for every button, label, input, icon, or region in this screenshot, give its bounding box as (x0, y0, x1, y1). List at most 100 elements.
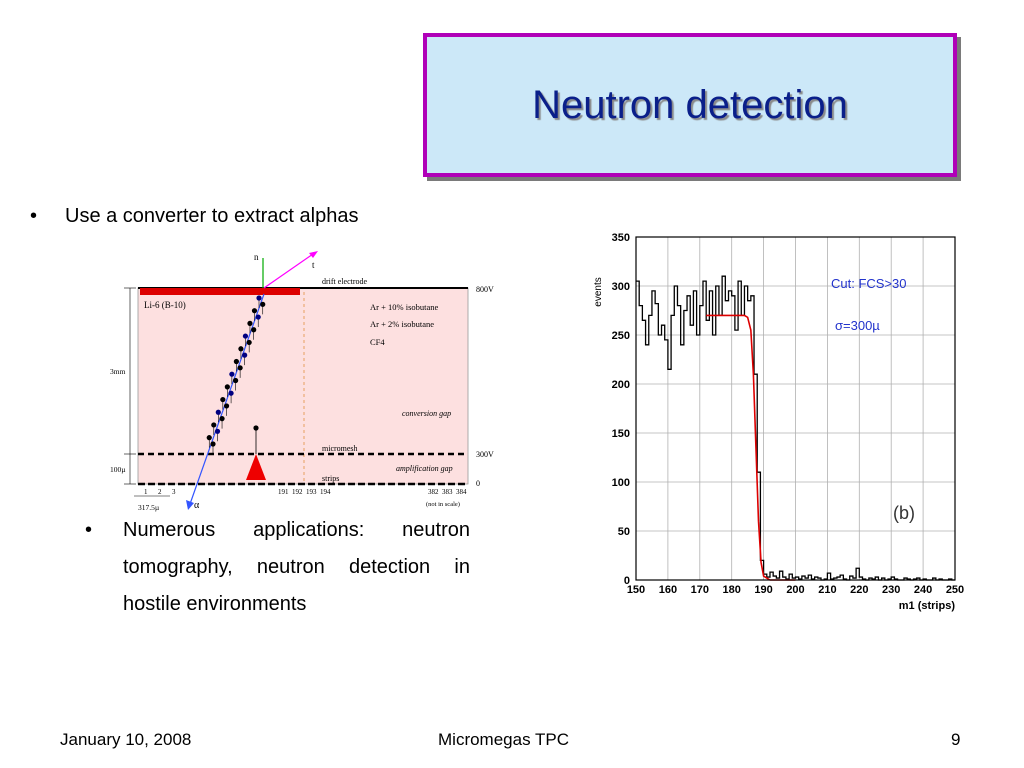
histogram-series (636, 275, 955, 581)
strip-number-191: 191 (278, 488, 289, 496)
electron-dot (242, 333, 249, 339)
bullet-marker: • (30, 205, 38, 227)
strip-number-3: 3 (172, 488, 176, 496)
bullet-text-1: Use a converter to extract alphas (65, 205, 359, 227)
avalanche-dot (253, 425, 259, 431)
strips-label: strips (322, 474, 339, 483)
x-tick-label: 210 (818, 584, 836, 596)
y-tick-label: 250 (612, 330, 630, 342)
x-tick-label: 250 (946, 584, 964, 596)
triton-arrowhead (309, 251, 318, 258)
bullet-marker: • (85, 519, 93, 541)
triton-line (263, 253, 314, 289)
gas-label-2: Ar + 2% isobutane (370, 319, 434, 329)
x-tick-label: 180 (723, 584, 741, 596)
conversion-gap-label: conversion gap (402, 409, 451, 418)
strip-histogram-chart: events m1 (strips) 150 160 170 180 190 200 210… (593, 232, 965, 612)
scale-note: (not in scale) (426, 501, 460, 508)
page-number: 9 (951, 730, 961, 749)
y-tick-label: 200 (612, 379, 630, 391)
gas-label-3: CF4 (370, 337, 385, 347)
strip-number-382: 382 (428, 488, 439, 496)
slide-title: Neutron detection (532, 82, 848, 127)
y-tick-label: 350 (612, 232, 630, 244)
electron-dot (251, 327, 257, 333)
alpha-arrowhead (186, 500, 194, 510)
x-tick-label: 160 (659, 584, 677, 596)
triton-label: t (312, 260, 315, 270)
electron-dot (210, 441, 216, 447)
voltage-top-label: 800V (476, 285, 494, 294)
converter-label: Li-6 (B-10) (144, 300, 186, 310)
fit-series (706, 314, 796, 581)
title-box: Neutron detection (423, 33, 957, 177)
detector-diagram: n t α drift electrode Li-6 (B-10) Ar + 1… (110, 251, 494, 512)
electron-dot (211, 422, 217, 428)
electron-dot (246, 339, 252, 346)
strip-number-194: 194 (320, 488, 331, 496)
gap-size-label: 3mm (110, 367, 126, 376)
chart-ylabel: events (593, 277, 604, 306)
y-tick-label: 300 (612, 281, 630, 293)
electron-dot (219, 416, 225, 422)
gas-label-1: Ar + 10% isobutane (370, 302, 439, 312)
amp-size-label: 100µ (110, 465, 126, 474)
neutron-label: n (254, 252, 259, 262)
y-tick-label: 100 (612, 477, 630, 489)
electron-dot (214, 428, 221, 434)
drift-electrode-label: drift electrode (322, 277, 368, 286)
x-tick-label: 230 (882, 584, 900, 596)
electron-dot (233, 358, 239, 365)
strip-number-192: 192 (292, 488, 303, 496)
x-tick-label: 150 (627, 584, 645, 596)
micromesh-label: micromesh (322, 444, 358, 453)
electron-dot (237, 365, 243, 371)
chart-xlabel: m1 (strips) (899, 600, 956, 612)
electron-dot (256, 295, 262, 301)
strip-number-384: 384 (456, 488, 467, 496)
plot-frame (635, 236, 956, 581)
strip-number-2: 2 (158, 488, 162, 496)
strip-number-383: 383 (442, 488, 453, 496)
bullet-text-2: Numerous applications: neutron tomograph… (123, 519, 470, 615)
x-tick-label: 220 (850, 584, 868, 596)
y-tick-label: 150 (612, 428, 630, 440)
x-tick-label: 200 (786, 584, 804, 596)
converter-layer (140, 288, 300, 295)
electron-dot (215, 409, 221, 415)
y-tick-label: 50 (618, 526, 630, 538)
footer-title: Micromegas TPC (438, 730, 569, 749)
electron-dot (229, 371, 235, 377)
annotation-sigma: σ=300µ (835, 318, 880, 333)
chart-ticks: 150 160 170 180 190 200 210 220 230 240 250 0 50 100 1… (612, 232, 965, 596)
pitch-label: 317.5µ (138, 503, 160, 512)
annotation-cut: Cut: FCS>30 (831, 276, 907, 291)
electron-dot (228, 390, 234, 396)
voltage-bottom-label: 0 (476, 479, 480, 488)
electron-dot (260, 301, 266, 307)
x-tick-label: 170 (691, 584, 709, 596)
electron-dot (247, 320, 253, 326)
voltage-mesh-label: 300V (476, 450, 494, 459)
footer-date: January 10, 2008 (60, 730, 192, 749)
gas-region (137, 287, 469, 485)
chart-series (636, 275, 955, 581)
electron-dot (223, 403, 230, 409)
electron-dot (224, 384, 230, 390)
electron-dot (220, 396, 226, 403)
y-tick-label: 0 (624, 575, 630, 587)
electron-dot (206, 435, 212, 441)
electron-dot (255, 314, 261, 320)
electron-dot (242, 352, 248, 358)
strip-number-1: 1 (144, 488, 148, 496)
chart-grid (635, 236, 956, 581)
strip-number-193: 193 (306, 488, 317, 496)
electron-dot (251, 308, 258, 314)
annotation-panel: (b) (893, 503, 915, 523)
amplification-gap-label: amplification gap (396, 464, 453, 473)
electron-track (206, 295, 266, 454)
electron-dot (233, 377, 239, 384)
avalanche-triangle (246, 454, 266, 480)
alpha-label: α (194, 500, 200, 511)
x-tick-label: 190 (754, 584, 772, 596)
